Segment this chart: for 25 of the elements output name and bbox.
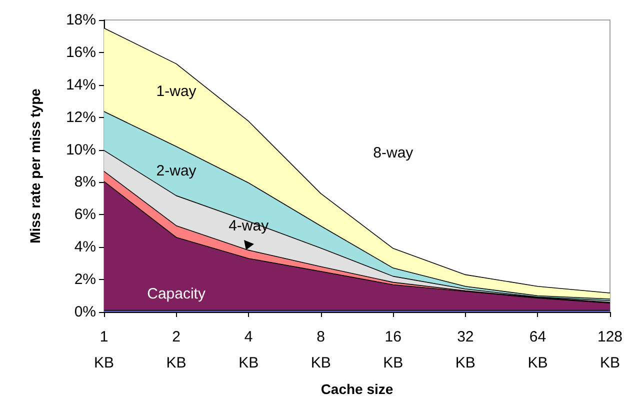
x-tick-label: 16 KB — [383, 328, 404, 372]
series-label: 1-way — [156, 82, 197, 100]
x-tick-label: 1 KB — [94, 328, 114, 372]
x-tick-label: 2 KB — [166, 328, 186, 372]
y-tick-label: 14% — [66, 76, 96, 94]
x-tick-label: 4 KB — [238, 328, 259, 372]
series-label: Capacity — [147, 286, 206, 303]
x-tick-label: 32 KB — [455, 328, 476, 372]
y-tick-label: 16% — [66, 44, 96, 61]
series-label: 2-way — [156, 162, 197, 180]
y-axis-title: Miss rate per miss type — [27, 88, 43, 244]
x-tick-label: 128 KB — [597, 328, 623, 372]
y-tick-label: 0% — [74, 304, 96, 320]
y-tick-label: 12% — [66, 108, 96, 126]
y-tick-label: 8% — [74, 174, 96, 191]
x-tick-label: 8 KB — [310, 328, 331, 372]
y-tick-label: 4% — [74, 238, 96, 256]
y-tick-label: 2% — [74, 271, 96, 288]
y-tick-label: 10% — [66, 141, 96, 158]
y-tick-label: 6% — [74, 206, 96, 224]
x-axis-title: Cache size — [320, 381, 394, 397]
series-label: 4-way — [228, 218, 270, 235]
x-tick-label: 64 KB — [528, 328, 548, 372]
annotation: 8-way — [373, 144, 414, 162]
y-tick-label: 18% — [66, 12, 96, 28]
